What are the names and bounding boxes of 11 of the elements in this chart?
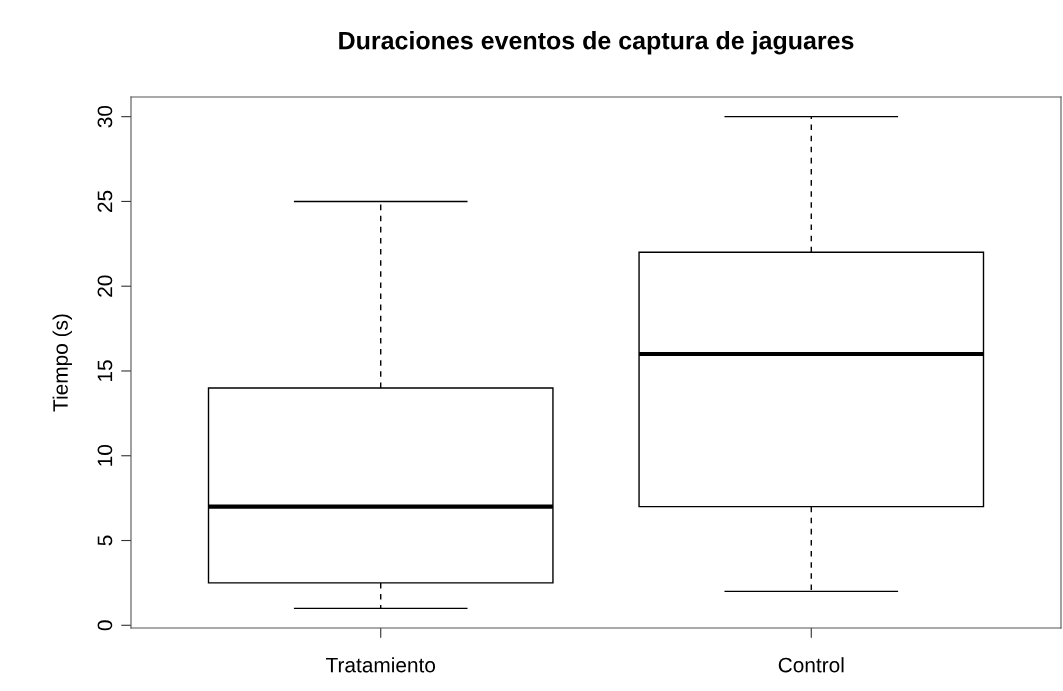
x-tick-label: Control [778,657,844,673]
y-tick-label: 10 [97,444,113,466]
y-tick-label: 30 [97,105,113,128]
x-tick-label: Tratamiento [326,657,436,673]
y-tick-label: 5 [97,535,113,546]
y-tick-label: 20 [97,275,113,297]
y-tick-label: 25 [97,190,113,212]
y-tick-label: 0 [97,620,113,631]
y-tick-label: 15 [97,360,113,381]
chart-title: Duraciones eventos de captura de jaguares [339,31,854,55]
y-axis-title: Tiempo (s) [52,314,72,412]
